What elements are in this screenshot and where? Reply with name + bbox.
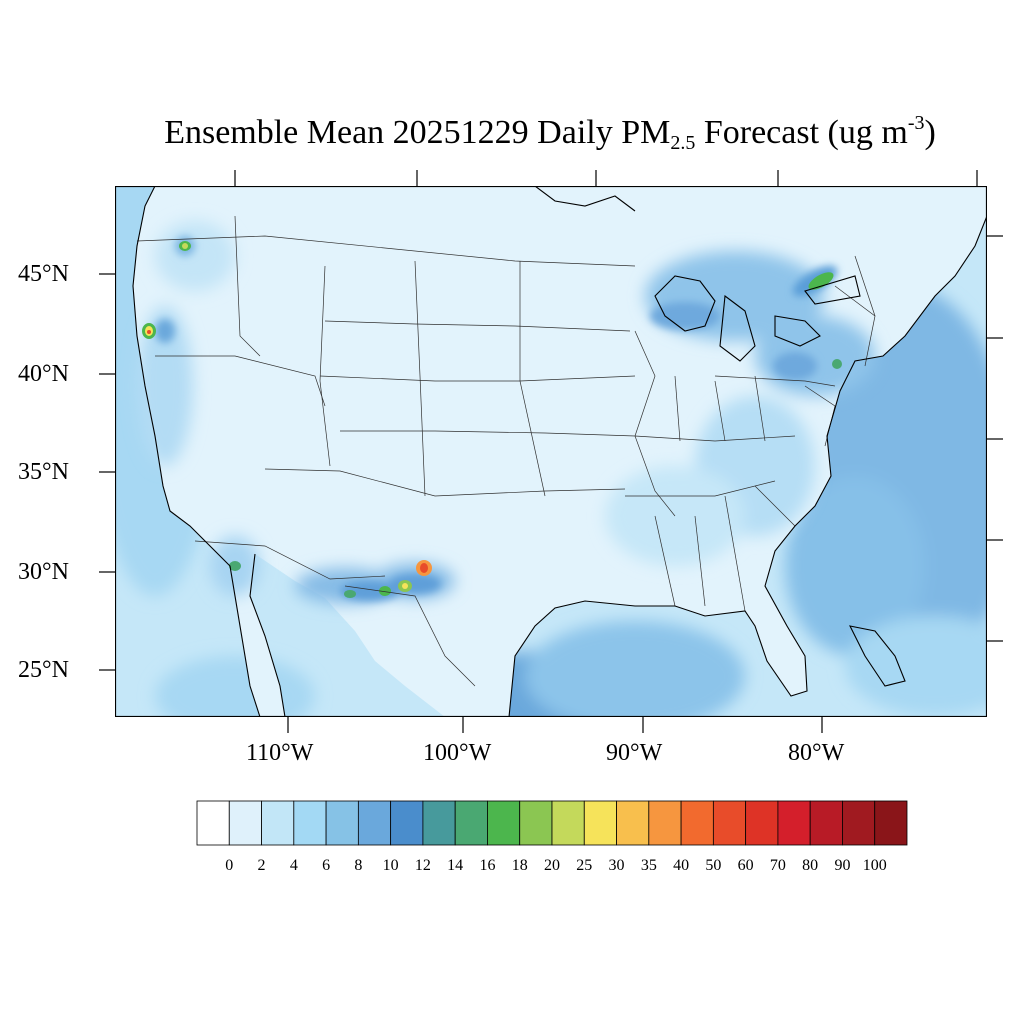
lon-label-90w: 90°W <box>606 740 663 766</box>
colorbar-label: 16 <box>479 857 496 874</box>
colorbar-box <box>551 800 585 846</box>
colorbar-box <box>228 800 262 846</box>
colorbar-box <box>842 800 876 846</box>
colorbar-label: 25 <box>576 857 593 874</box>
colorbar <box>196 800 908 846</box>
colorbar-box <box>390 800 424 846</box>
colorbar-label: 20 <box>544 857 560 874</box>
colorbar-label: 4 <box>289 857 298 874</box>
lon-label-110w: 110°W <box>246 740 314 766</box>
colorbar-label: 18 <box>511 857 528 874</box>
colorbar-label: 8 <box>354 857 363 874</box>
colorbar-box <box>745 800 779 846</box>
colorbar-box <box>583 800 617 846</box>
colorbar-box <box>196 800 230 846</box>
colorbar-label: 14 <box>447 857 464 874</box>
colorbar-box <box>519 800 553 846</box>
coastline <box>132 186 987 717</box>
map-frame <box>115 186 987 717</box>
colorbar-box <box>325 800 359 846</box>
pm25-hotspots <box>142 241 842 598</box>
colorbar-box <box>487 800 521 846</box>
colorbar-label: 0 <box>225 857 234 874</box>
colorbar-box <box>422 800 456 846</box>
colorbar-box <box>261 800 295 846</box>
colorbar-label: 60 <box>737 857 754 874</box>
colorbar-label: 12 <box>414 857 431 874</box>
colorbar-label: 30 <box>608 857 625 874</box>
colorbar-box <box>293 800 327 846</box>
colorbar-box <box>357 800 392 846</box>
colorbar-label: 40 <box>673 857 690 874</box>
colorbar-label: 50 <box>705 857 722 874</box>
colorbar-label: 100 <box>862 857 887 874</box>
colorbar-box <box>874 800 908 846</box>
map-title: Ensemble Mean 20251229 Daily PM2.5 Forec… <box>164 112 936 154</box>
colorbar-box <box>454 800 488 846</box>
colorbar-label: 70 <box>769 857 786 874</box>
colorbar-box <box>809 800 843 846</box>
lon-label-80w: 80°W <box>788 740 845 766</box>
lat-label-35: 35°N <box>18 459 69 485</box>
colorbar-label: 6 <box>322 857 331 874</box>
lat-label-30: 30°N <box>18 559 69 585</box>
colorbar-label: 2 <box>257 857 266 874</box>
colorbar-box <box>616 800 650 846</box>
lat-label-25: 25°N <box>18 657 69 683</box>
pm25-map <box>115 186 987 717</box>
colorbar-box <box>648 800 682 846</box>
lon-label-100w: 100°W <box>423 740 492 766</box>
colorbar-box <box>680 800 714 846</box>
lat-label-40: 40°N <box>18 361 69 387</box>
colorbar-label: 80 <box>802 857 819 874</box>
colorbar-box <box>777 800 811 846</box>
colorbar-label: 10 <box>382 857 399 874</box>
colorbar-label: 35 <box>640 857 657 874</box>
state-borders <box>136 215 876 687</box>
colorbar-label: 90 <box>834 857 851 874</box>
lat-label-45: 45°N <box>18 261 69 287</box>
colorbar-box <box>712 800 747 846</box>
